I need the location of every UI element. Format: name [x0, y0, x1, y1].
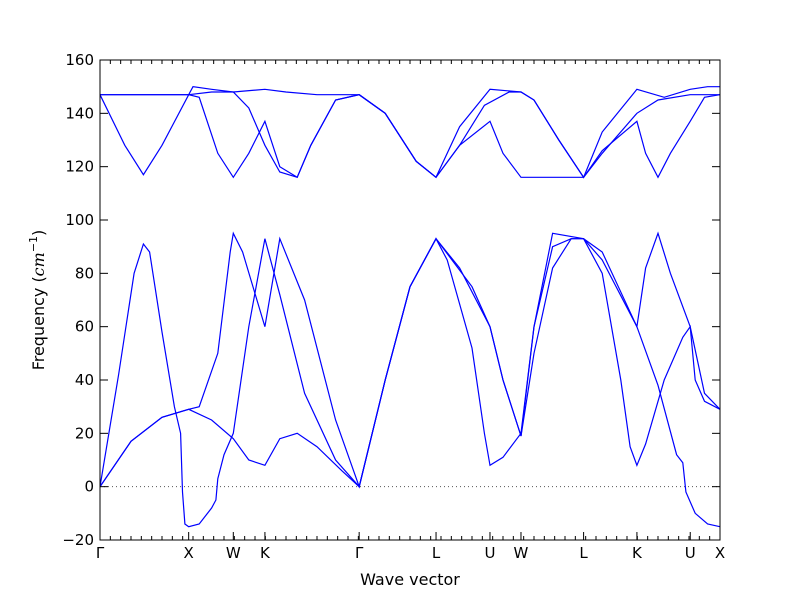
band-line-2 [100, 237, 720, 528]
y-tick-label: 100 [65, 211, 94, 229]
y-tick-label: 80 [75, 264, 94, 282]
y-tick-label: 40 [75, 371, 94, 389]
plot-frame [99, 59, 721, 541]
x-tick-label: U [685, 544, 696, 562]
y-axis-unit: cm [29, 252, 48, 276]
y-axis-unit-exponent: −1 [27, 236, 40, 252]
x-axis-label: Wave vector [360, 570, 460, 589]
y-tick-label: 120 [65, 158, 94, 176]
y-tick-label: 160 [65, 51, 94, 69]
y-tick-label: −20 [62, 531, 94, 549]
x-tick-label: L [432, 544, 441, 562]
band-line-6 [100, 86, 720, 179]
y-tick-label: 60 [75, 318, 94, 336]
y-axis-label-text: Frequency ( [29, 276, 48, 370]
y-tick-label: 140 [65, 104, 94, 122]
svg-text:Frequency (cm−1): Frequency (cm−1) [27, 230, 48, 371]
x-tick-label: K [260, 544, 271, 562]
x-tick-label: Γ [96, 544, 105, 562]
x-tick-label: U [484, 544, 495, 562]
band-line-1 [100, 237, 720, 528]
x-tick-label: Γ [355, 544, 364, 562]
x-tick-label: L [579, 544, 588, 562]
y-tick-label: 20 [75, 424, 94, 442]
x-tick-label: W [226, 544, 241, 562]
band-line-4 [100, 94, 720, 179]
band-line-3 [100, 231, 720, 489]
plot-area [100, 86, 720, 528]
band-line-5 [100, 91, 720, 179]
x-tick-label: W [514, 544, 529, 562]
y-axis: −20 0 20 40 60 80 100 120 140 160 [62, 51, 720, 549]
x-tick-label: K [632, 544, 643, 562]
y-axis-label: Frequency (cm−1) [27, 230, 48, 371]
x-tick-label: X [184, 544, 194, 562]
x-tick-label: X [715, 544, 725, 562]
y-axis-label-close: ) [29, 230, 48, 236]
y-tick-label: 0 [84, 478, 94, 496]
